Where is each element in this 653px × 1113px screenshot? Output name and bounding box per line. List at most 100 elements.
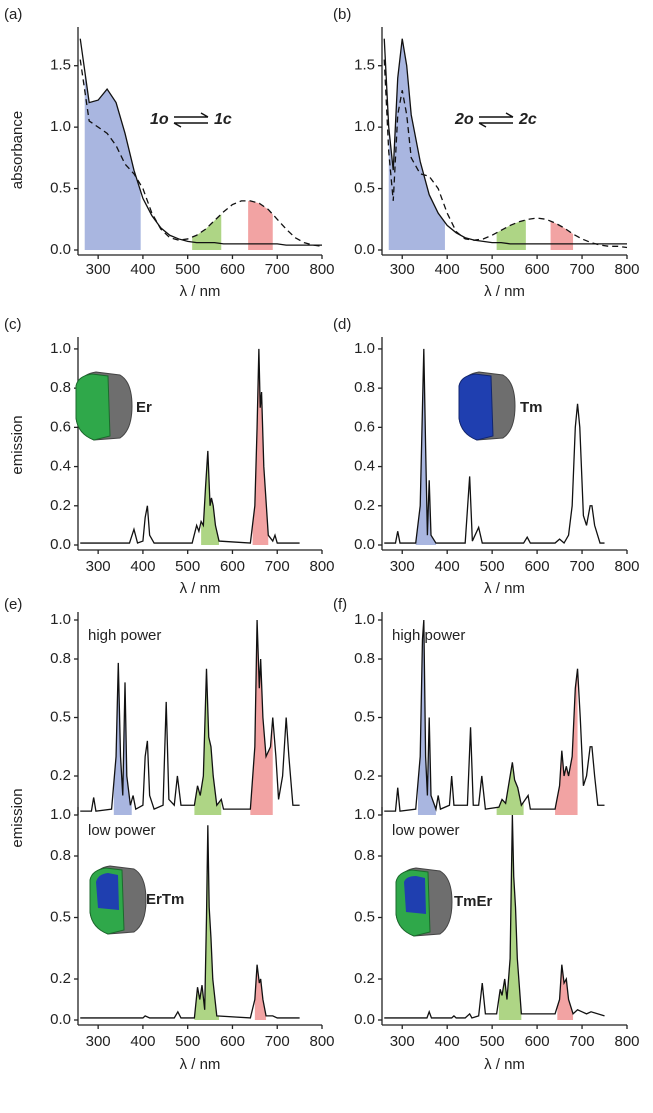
y-tick-label: 0.5 [50, 180, 71, 197]
data-line [383, 38, 627, 245]
x-tick-label: 300 [390, 558, 415, 575]
arrow [479, 112, 514, 118]
y-tick-label: 0.8 [50, 847, 71, 864]
y-tick-label: 0.0 [50, 241, 71, 258]
x-tick-label: 700 [570, 1033, 595, 1050]
panel: 0.0 0.2 0.4 0.6 0.8 1.0 300 400 500 600 700 800 λ / … [4, 316, 335, 597]
y-tick-label: 0.5 [354, 180, 375, 197]
panel-label: (e) [4, 596, 22, 613]
data-line [384, 348, 605, 545]
y-tick-label: 0.2 [50, 970, 71, 987]
power-label: high power [392, 627, 465, 644]
x-tick-label: 300 [86, 1033, 111, 1050]
y-tick-label: 1.0 [354, 118, 375, 135]
x-tick-label: 700 [265, 261, 290, 278]
data-line [80, 348, 300, 544]
band-fill [254, 964, 267, 1020]
y-tick-label: 1.0 [354, 611, 375, 628]
y-tick-label: 0.2 [354, 767, 375, 784]
x-tick-label: 600 [220, 558, 245, 575]
data-line [79, 59, 323, 247]
y-axis-label: emission [9, 788, 26, 847]
data-line [80, 825, 300, 1019]
y-axis-label: absorbance [9, 111, 26, 189]
y-tick-label: 0.4 [50, 458, 71, 475]
band-fill [555, 668, 578, 815]
y-tick-label: 1.5 [50, 57, 71, 74]
x-tick-label: 300 [390, 1033, 415, 1050]
y-tick-label: 0.8 [50, 379, 71, 396]
x-tick-label: 600 [525, 1033, 550, 1050]
band-fill [498, 815, 522, 1020]
y-tick-label: 0.5 [50, 908, 71, 925]
x-tick-label: 600 [525, 558, 550, 575]
x-tick-label: 600 [220, 261, 245, 278]
y-tick-label: 0.8 [354, 650, 375, 667]
y-tick-label: 0.8 [354, 847, 375, 864]
x-tick-label: 300 [390, 261, 415, 278]
panel-label: (a) [4, 6, 22, 23]
x-tick-label: 300 [86, 261, 111, 278]
data-line [384, 619, 605, 812]
x-tick-label: 300 [86, 558, 111, 575]
x-tick-label: 400 [435, 261, 460, 278]
y-tick-label: 0.2 [50, 767, 71, 784]
y-tick-label: 0.2 [354, 970, 375, 987]
y-tick-label: 0.0 [50, 536, 71, 553]
y-tick-label: 0.2 [50, 497, 71, 514]
x-axis-label: λ / nm [484, 283, 525, 300]
panel: 0.2 0.5 0.8 1.0 (f) high power [333, 596, 605, 815]
y-tick-label: 0.8 [50, 650, 71, 667]
x-tick-label: 700 [265, 558, 290, 575]
y-tick-label: 0.0 [354, 1011, 375, 1028]
panel: 0.0 0.2 0.5 0.8 1.0 300 400 500 600 700 800 λ / nm l… [354, 806, 639, 1073]
panel-label: (d) [333, 316, 351, 333]
band-fill [113, 662, 132, 815]
band-fill [248, 200, 273, 250]
data-line [80, 619, 300, 812]
x-tick-label: 400 [435, 1033, 460, 1050]
x-tick-label: 400 [130, 1033, 155, 1050]
annotation: 2c [518, 111, 537, 128]
x-tick-label: 600 [525, 261, 550, 278]
data-line [384, 814, 605, 1019]
y-tick-label: 0.2 [354, 497, 375, 514]
x-tick-label: 600 [220, 1033, 245, 1050]
panel-label: (b) [333, 6, 351, 23]
x-tick-label: 500 [175, 558, 200, 575]
icon-label: Er [136, 399, 152, 416]
arrow [478, 122, 513, 128]
y-tick-label: 0.5 [354, 908, 375, 925]
icon-inner [96, 873, 119, 910]
x-tick-label: 500 [175, 261, 200, 278]
y-tick-label: 1.5 [354, 57, 375, 74]
x-tick-label: 800 [309, 261, 334, 278]
x-axis-label: λ / nm [180, 580, 221, 597]
x-tick-label: 700 [570, 261, 595, 278]
icon [458, 371, 516, 441]
y-tick-label: 1.0 [354, 340, 375, 357]
icon [89, 865, 147, 935]
icon [75, 371, 133, 441]
x-axis-label: λ / nm [484, 580, 525, 597]
y-tick-label: 0.5 [354, 708, 375, 725]
plots: 0.0 0.5 1.0 1.5 300 400 500 600 700 800 λ / nm abso… [4, 6, 640, 1073]
panel: 0.2 0.5 0.8 1.0 emission (e) high power [4, 596, 300, 848]
icon [395, 867, 453, 937]
y-tick-label: 0.4 [354, 458, 375, 475]
x-tick-label: 500 [480, 558, 505, 575]
icon-label: Tm [520, 399, 543, 416]
x-tick-label: 800 [614, 1033, 639, 1050]
panel-label: (f) [333, 596, 347, 613]
y-tick-label: 1.0 [50, 806, 71, 823]
icon-face [75, 373, 111, 441]
y-tick-label: 0.0 [354, 536, 375, 553]
icon-inner [404, 876, 426, 914]
y-tick-label: 1.0 [50, 340, 71, 357]
annotation: 1o [150, 111, 169, 128]
panel: 0.0 0.2 0.5 0.8 1.0 300 400 500 600 700 800 λ / nm l… [50, 806, 334, 1073]
x-tick-label: 500 [480, 1033, 505, 1050]
x-tick-label: 700 [570, 558, 595, 575]
y-tick-label: 0.6 [50, 418, 71, 435]
power-label: low power [392, 822, 460, 839]
